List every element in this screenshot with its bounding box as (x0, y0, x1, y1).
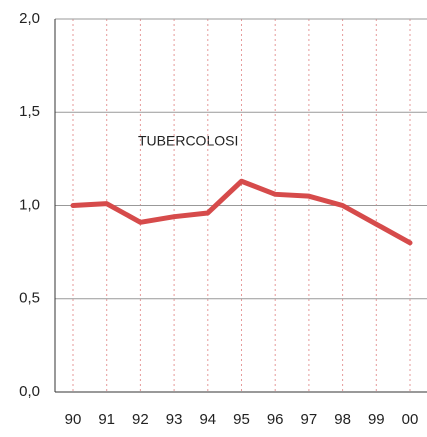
y-tick-label: 1,0 (19, 196, 40, 213)
x-tick-label: 97 (301, 411, 318, 428)
y-tick-label: 0,0 (19, 383, 40, 400)
y-tick-label: 0,5 (19, 290, 40, 307)
y-tick-label: 2,0 (19, 10, 40, 27)
x-tick-label: 94 (199, 411, 216, 428)
x-tick-label: 95 (233, 411, 250, 428)
data-line (70, 178, 413, 246)
x-tick-label: 96 (267, 411, 284, 428)
x-tick-label: 99 (368, 411, 385, 428)
y-tick-label: 1,5 (19, 103, 40, 120)
x-tick-label: 92 (132, 411, 149, 428)
annotation: TUBERCOLOSI (138, 133, 238, 149)
x-tick-label: 90 (65, 411, 82, 428)
x-tick-label: 93 (166, 411, 183, 428)
x-tick-label: 00 (402, 411, 419, 428)
x-tick-label: 98 (334, 411, 351, 428)
x-tick-label: 91 (98, 411, 115, 428)
